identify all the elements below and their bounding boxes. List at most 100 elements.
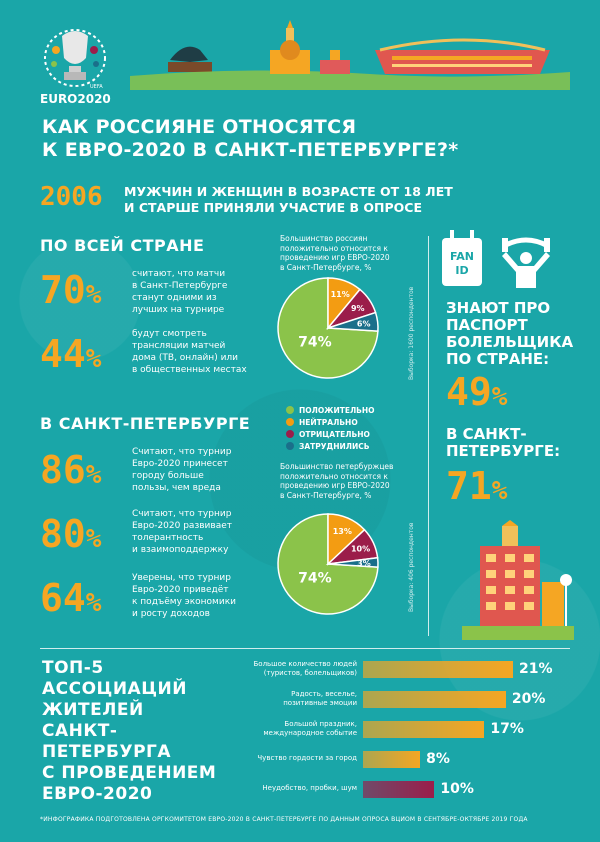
stat-percent: % — [85, 588, 102, 618]
stat-text-line: к подъёму экономики — [132, 597, 236, 607]
bar-label: Большой праздник, международное событие — [241, 720, 357, 738]
pie-title-line: положительно относится к — [280, 243, 388, 253]
legend-dot — [286, 406, 294, 414]
spb-stat-3-number: 64% — [40, 578, 101, 623]
pie-2-sample-note: Выборка: 406 респондентов — [408, 522, 415, 612]
bar-label-line: международное событие — [263, 729, 357, 737]
legend-label: ОТРИЦАТЕЛЬНО — [299, 429, 370, 439]
bar-value-label: 8% — [426, 751, 450, 767]
fan-id-spb-line: ПЕТЕРБУРГЕ: — [446, 442, 561, 460]
legend-dot — [286, 418, 294, 426]
spb-stat-1-text: Считают, что турнир Евро-2020 принесет г… — [132, 446, 262, 494]
top5-line: ЖИТЕЛЕЙ — [42, 700, 144, 720]
pie-slice-label: 10% — [351, 545, 370, 554]
respondents-text: МУЖЧИН И ЖЕНЩИН В ВОЗРАСТЕ ОТ 18 ЛЕТ И С… — [124, 184, 464, 216]
fan-id-line: ПАСПОРТ — [446, 316, 528, 334]
stat-value: 70 — [40, 268, 86, 312]
pie-slice-label: 9% — [351, 304, 365, 313]
euro2020-logo-text: EURO2020 — [40, 92, 111, 106]
pie-2-title: Большинство петербуржцев положительно от… — [280, 462, 410, 500]
pie-slice-label: 11% — [331, 290, 350, 299]
country-stat-2-number: 44% — [40, 334, 101, 379]
legend-label: НЕЙТРАЛЬНО — [299, 417, 358, 427]
top5-line: АССОЦИАЦИЙ — [42, 679, 187, 699]
spb-stat-1-number: 86% — [40, 450, 101, 495]
bar-label-line: (туристов, болельщиков) — [263, 669, 357, 677]
spb-heading: В САНКТ-ПЕТЕРБУРГЕ — [40, 414, 251, 433]
fan-id-badge-line2: ID — [455, 264, 468, 277]
legend-label: ЗАТРУДНИЛИСЬ — [299, 441, 370, 451]
page-title: КАК РОССИЯНЕ ОТНОСЯТСЯ К ЕВРО-2020 В САН… — [42, 116, 562, 162]
stat-text-line: Считают, что турнир — [132, 509, 232, 519]
respondents-line-1: МУЖЧИН И ЖЕНЩИН В ВОЗРАСТЕ ОТ 18 ЛЕТ — [124, 184, 453, 199]
pie-title-line: положительно относится к — [280, 471, 388, 481]
stat-value: 49 — [446, 370, 492, 414]
fan-id-badge-line1: FAN — [450, 250, 474, 263]
stat-text-line: станут одними из — [132, 293, 217, 303]
stat-value: 86 — [40, 448, 86, 492]
legend-item-negative: ОТРИЦАТЕЛЬНО — [286, 428, 375, 440]
pie-slice-label: 74% — [298, 334, 332, 350]
apartment-building-illustration — [462, 520, 574, 640]
pie-title-line: в Санкт-Петербурге, % — [280, 490, 372, 500]
bar-label-line: Большой праздник, — [284, 720, 357, 728]
stat-text-line: и росту доходов — [132, 609, 210, 619]
stat-text-line: толерантность — [132, 533, 204, 543]
title-line-1: КАК РОССИЯНЕ ОТНОСЯТСЯ — [42, 116, 357, 138]
fan-id-spb-label: В САНКТ- ПЕТЕРБУРГЕ: — [446, 426, 560, 460]
pie-slice-label: 3% — [357, 559, 371, 568]
stat-text-line: лучших на турнире — [132, 305, 225, 315]
stat-value: 71 — [446, 464, 492, 508]
fan-id-line: ПО СТРАНЕ: — [446, 350, 550, 368]
legend-label: ПОЛОЖИТЕЛЬНО — [299, 405, 375, 415]
bar-label-line: Радость, веселье, — [291, 690, 357, 698]
stat-percent: % — [85, 280, 102, 310]
pie-slice-затруднились — [327, 311, 379, 332]
pie-1-title: Большинство россиян положительно относит… — [280, 234, 410, 272]
pie-1-sample-note: Выборка: 1600 респондентов — [408, 286, 415, 380]
stat-text-line: в общественных местах — [132, 365, 247, 375]
country-heading: ПО ВСЕЙ СТРАНЕ — [40, 236, 205, 255]
stat-text-line: в Санкт-Петербурге — [132, 281, 228, 291]
bar-value-label: 10% — [440, 781, 474, 797]
pie-slice-label: 74% — [298, 570, 332, 586]
bar — [363, 781, 435, 798]
bar — [363, 661, 513, 678]
euro2020-trophy-logo: UEFA — [44, 29, 106, 90]
spb-stat-3-text: Уверены, что турнир Евро-2020 приведёт к… — [132, 572, 262, 620]
respondents-number: 2006 — [40, 182, 103, 212]
stat-value: 80 — [40, 512, 86, 556]
bar-value-label: 21% — [519, 661, 553, 677]
bar-label: Большое количество людей (туристов, болел… — [241, 660, 357, 678]
pie-title-line: проведению игр ЕВРО-2020 — [280, 253, 390, 262]
stat-percent: % — [85, 524, 102, 554]
stat-text-line: считают, что матчи — [132, 269, 226, 279]
top5-line: САНКТ-ПЕТЕРБУРГА — [42, 721, 172, 762]
stat-text-line: и взаимоподдержку — [132, 545, 229, 555]
stat-text-line: будут смотреть — [132, 329, 207, 339]
top5-line: ТОП-5 — [42, 658, 104, 678]
bar — [363, 721, 485, 738]
legend-dot — [286, 430, 294, 438]
fan-id-badge-icon: FAN ID — [442, 230, 482, 286]
spb-stat-2-number: 80% — [40, 514, 101, 559]
cheering-fan-icon — [502, 237, 550, 288]
bar-label-line: Большое количество людей — [253, 660, 357, 668]
stat-text-line: дома (ТВ, онлайн) или — [132, 353, 239, 363]
fan-id-line: ЗНАЮТ ПРО — [446, 299, 551, 317]
stat-percent: % — [85, 344, 102, 374]
bar-value-label: 17% — [490, 721, 524, 737]
bar — [363, 751, 421, 768]
pie-slice-label: 13% — [333, 527, 352, 536]
stat-text-line: трансляции матчей — [132, 341, 226, 351]
column-divider — [428, 236, 429, 636]
legend-item-positive: ПОЛОЖИТЕЛЬНО — [286, 404, 375, 416]
stat-percent: % — [85, 460, 102, 490]
stat-text-line: Считают, что турнир — [132, 447, 232, 457]
footer-note: *ИНФОГРАФИКА ПОДГОТОВЛЕНА ОРГКОМИТЕТОМ Е… — [40, 816, 528, 823]
stat-percent: % — [491, 476, 508, 506]
fan-id-spb-line: В САНКТ- — [446, 425, 527, 443]
stat-text-line: Евро-2020 принесет — [132, 459, 228, 469]
stat-value: 64 — [40, 576, 86, 620]
bar-value-label: 20% — [511, 691, 546, 707]
